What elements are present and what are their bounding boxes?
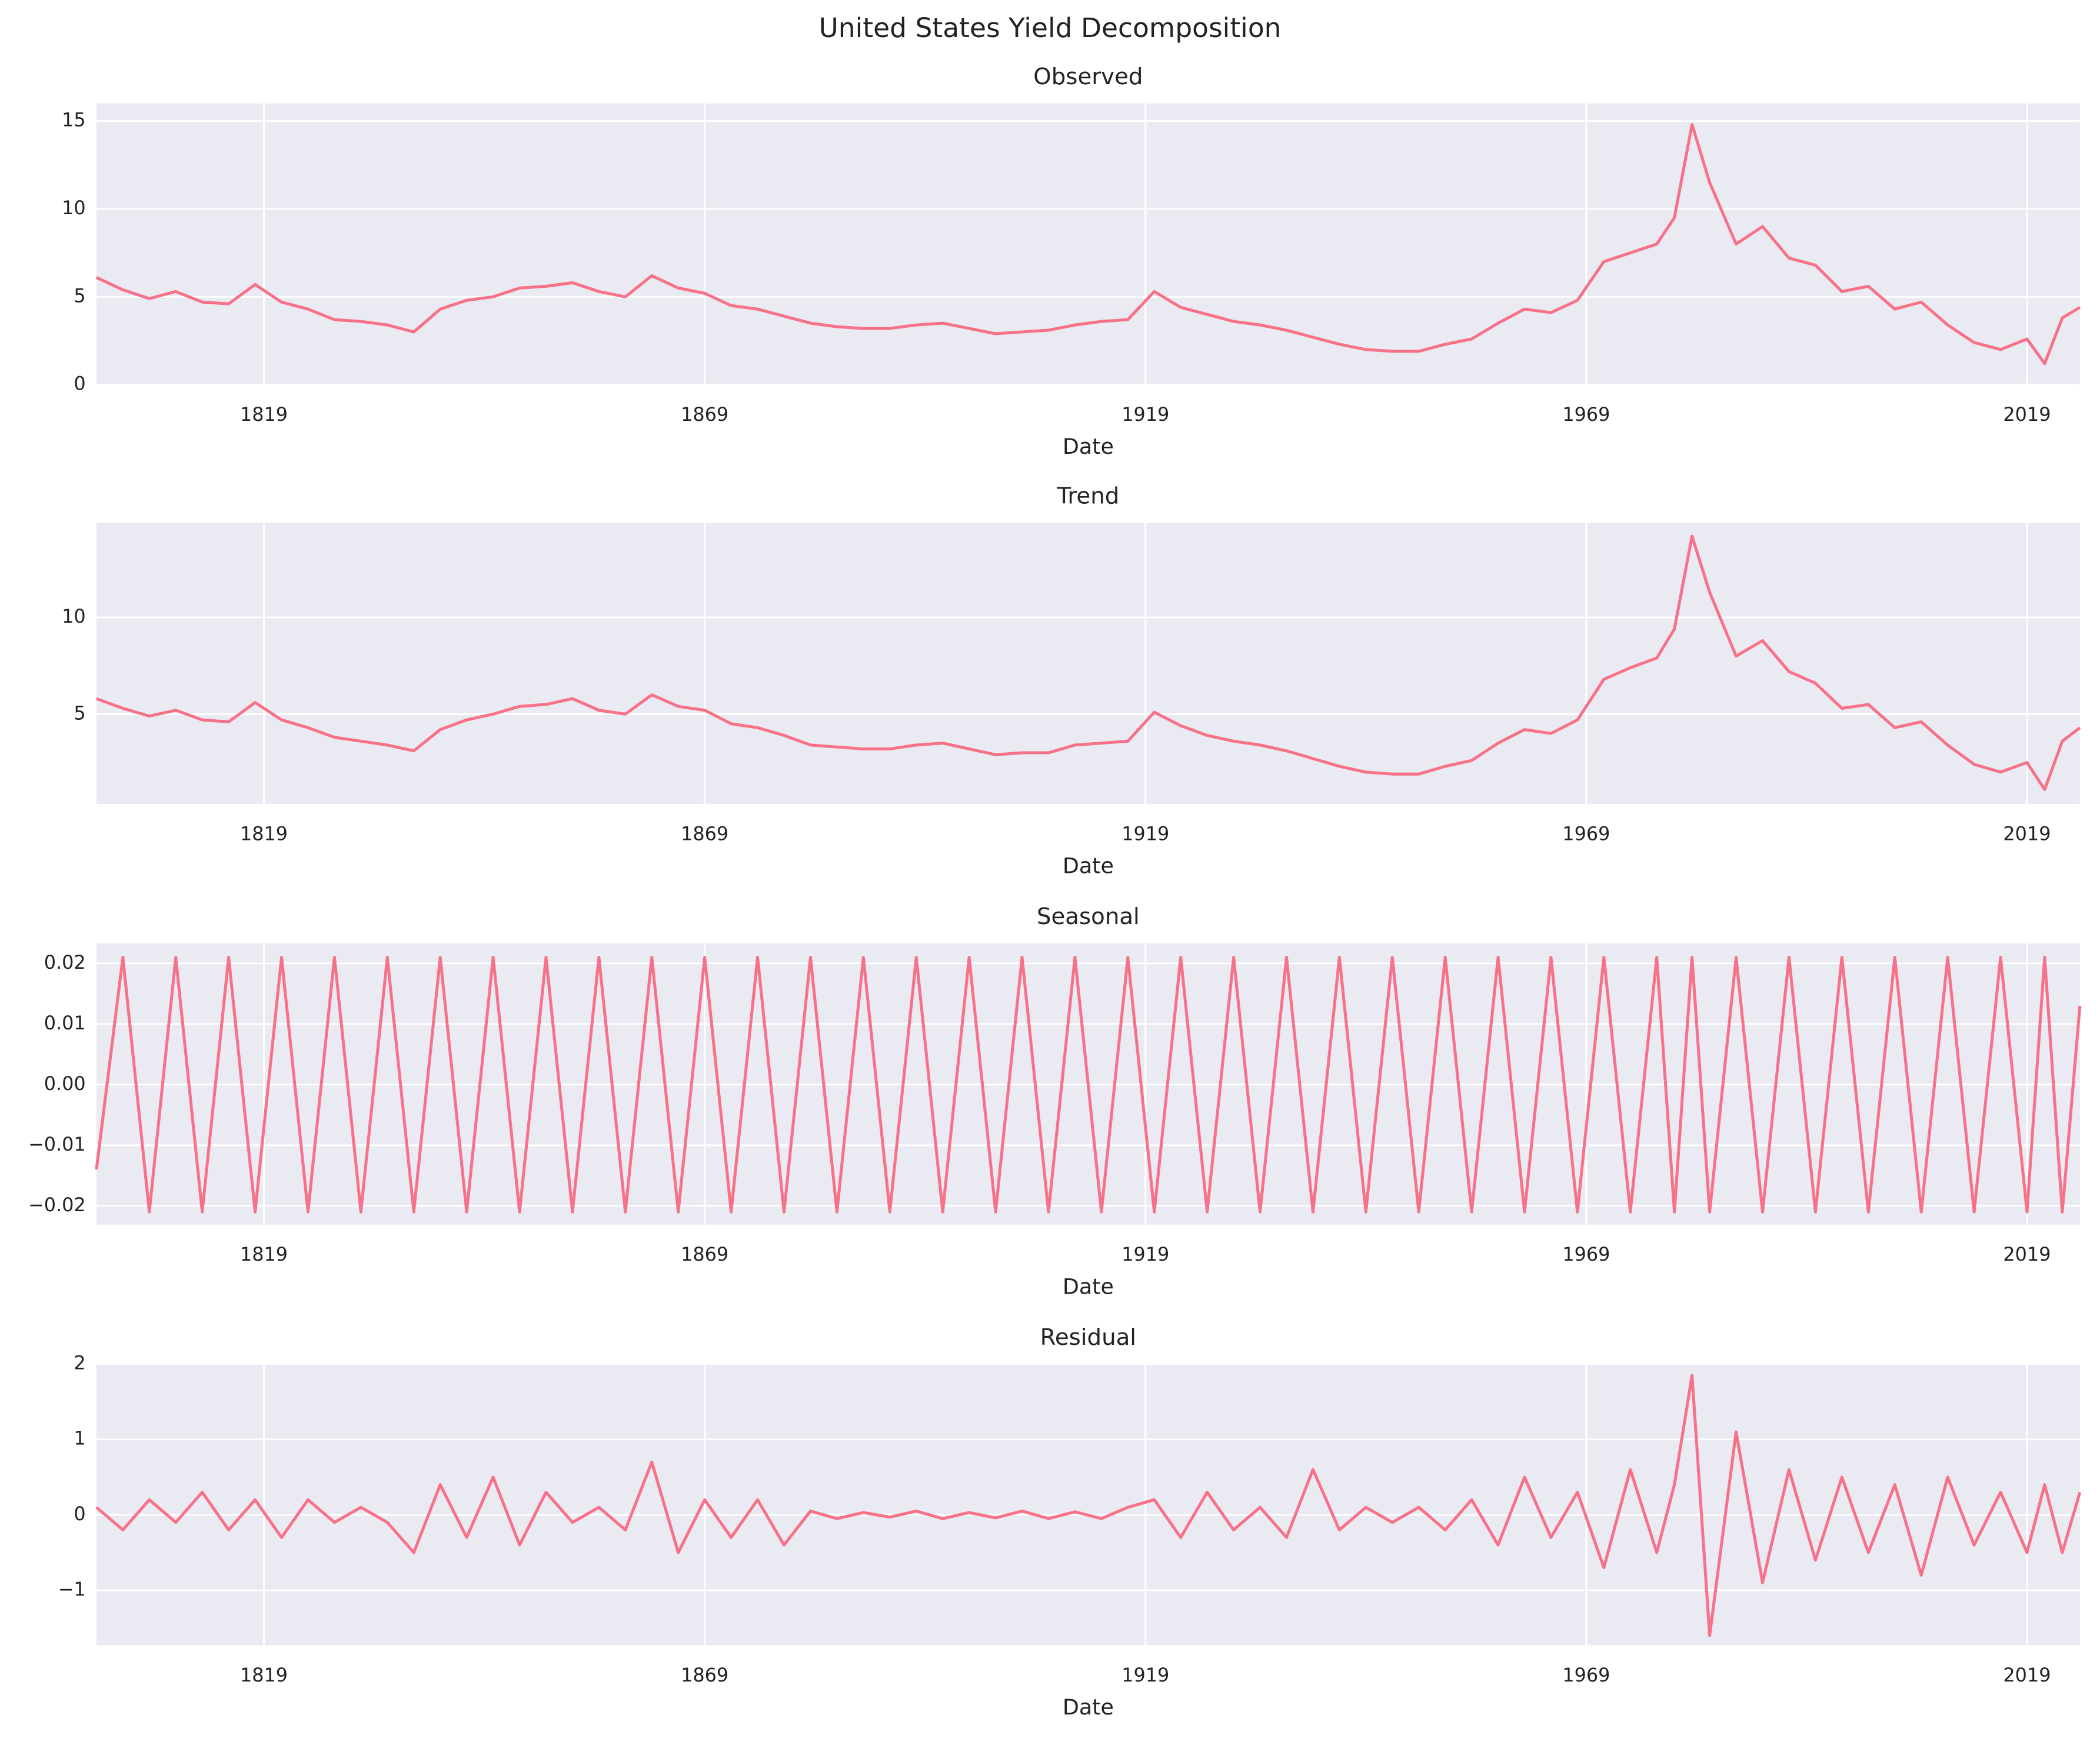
plot-background xyxy=(96,523,2080,805)
x-tick-label: 1869 xyxy=(681,822,728,845)
y-tick-label: 0.00 xyxy=(44,1072,86,1095)
x-tick-label: 1919 xyxy=(1121,1664,1169,1686)
x-tick-label: 1819 xyxy=(240,403,288,426)
x-axis-label: Date xyxy=(1063,434,1114,459)
subplot-title: Trend xyxy=(1056,483,1119,509)
y-tick-label: 10 xyxy=(62,197,86,219)
x-tick-label: 1969 xyxy=(1562,403,1610,426)
x-tick-label: 2019 xyxy=(2003,403,2051,426)
x-tick-label: 1919 xyxy=(1121,1243,1169,1265)
y-tick-label: 0 xyxy=(74,373,85,395)
data-line xyxy=(95,123,2081,365)
x-tick-label: 1819 xyxy=(240,1664,288,1686)
x-tick-label: 2019 xyxy=(2003,822,2051,845)
x-tick-label: 1869 xyxy=(681,1664,728,1686)
x-tick-label: 1819 xyxy=(240,1243,288,1265)
x-axis-label: Date xyxy=(1063,1274,1114,1299)
x-tick-label: 1969 xyxy=(1562,822,1610,845)
x-tick-label: 1869 xyxy=(681,1243,728,1265)
x-tick-label: 1869 xyxy=(681,403,728,426)
y-tick-label: −0.01 xyxy=(28,1133,86,1155)
x-tick-label: 1969 xyxy=(1562,1664,1610,1686)
data-line xyxy=(95,956,2082,1214)
y-tick-label: 5 xyxy=(74,702,85,724)
y-tick-label: 1 xyxy=(74,1427,85,1450)
x-tick-label: 1819 xyxy=(240,822,288,845)
x-axis-label: Date xyxy=(1063,853,1114,879)
x-tick-label: 1919 xyxy=(1121,822,1169,845)
x-tick-label: 2019 xyxy=(2003,1243,2051,1265)
y-tick-label: 10 xyxy=(62,605,86,627)
plot-background xyxy=(96,103,2080,385)
subplot-title: Seasonal xyxy=(1037,903,1140,930)
y-tick-label: 0 xyxy=(74,1503,85,1525)
x-tick-label: 1919 xyxy=(1121,403,1169,426)
y-tick-label: 0.02 xyxy=(44,951,86,973)
plot-background xyxy=(96,1364,2080,1646)
data-line xyxy=(95,1374,2082,1637)
y-tick-label: −0.02 xyxy=(28,1194,86,1216)
figure-title: United States Yield Decomposition xyxy=(818,12,1281,44)
subplot-title: Residual xyxy=(1040,1324,1136,1351)
y-tick-label: 5 xyxy=(74,284,85,307)
data-line xyxy=(96,534,2081,791)
x-tick-label: 1969 xyxy=(1562,1243,1610,1265)
y-tick-label: 2 xyxy=(74,1352,85,1374)
x-tick-label: 2019 xyxy=(2003,1664,2051,1686)
y-tick-label: −1 xyxy=(58,1578,86,1600)
x-axis-label: Date xyxy=(1063,1694,1114,1720)
subplot-title: Observed xyxy=(1033,64,1143,90)
y-tick-label: 0.01 xyxy=(44,1012,86,1034)
y-tick-label: 15 xyxy=(62,109,86,131)
